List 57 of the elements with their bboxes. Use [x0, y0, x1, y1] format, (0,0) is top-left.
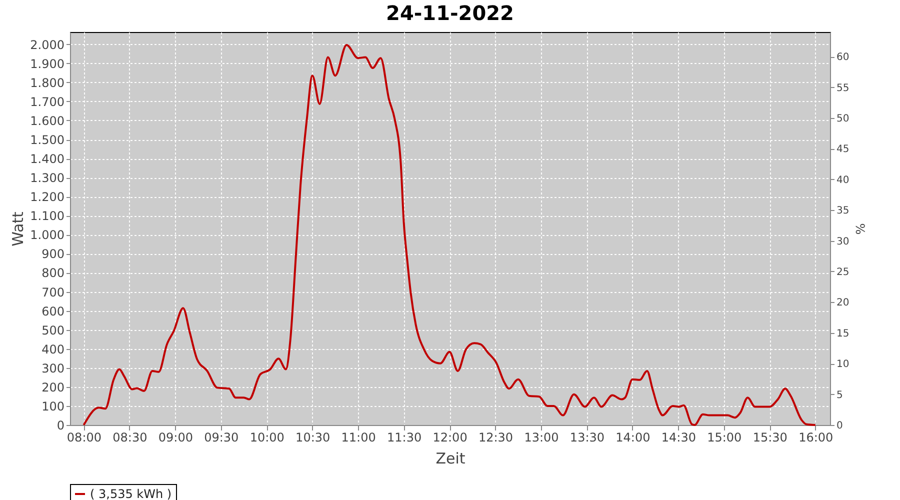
- y2-tick-label: 50: [836, 113, 850, 124]
- x-tick-label: 16:00: [798, 430, 834, 444]
- y-tick-label: 900: [42, 247, 64, 262]
- y-tick-label: 1.600: [30, 114, 64, 128]
- x-tick-label: 12:30: [478, 430, 514, 444]
- x-tick-label: 09:00: [158, 430, 193, 444]
- y-tick-label: 2.000: [30, 38, 64, 52]
- y2-tick-label: 0: [836, 420, 843, 432]
- x-tick-label: 10:00: [250, 430, 284, 444]
- y2-tick-label: 55: [836, 82, 850, 94]
- y-tick-label: 1.700: [30, 94, 64, 109]
- x-tick-label: 08:30: [112, 430, 148, 444]
- y-tick-label: 400: [42, 342, 64, 356]
- x-tick-label: 11:30: [387, 430, 422, 444]
- y2-tick-label: 60: [836, 52, 850, 64]
- y-tick-label: 600: [42, 304, 64, 318]
- x-tick-label: 09:30: [204, 430, 239, 444]
- x-tick-label: 15:30: [752, 430, 788, 444]
- y2-tick-label: 30: [836, 236, 850, 248]
- x-tick-label: 11:00: [341, 430, 376, 444]
- x-tick-label: 10:30: [296, 430, 330, 444]
- y-tick-label: 0: [56, 418, 64, 432]
- x-tick-label: 12:00: [432, 430, 468, 444]
- x-tick-label: 14:30: [661, 430, 696, 444]
- legend-label: ( 3,535 kWh ): [90, 487, 172, 500]
- y2-tick-label: 5: [836, 390, 843, 401]
- x-tick-label: 08:00: [66, 430, 102, 444]
- y2-axis-title: %: [853, 223, 868, 235]
- y-tick-label: 200: [42, 380, 64, 394]
- x-tick-label: 14:00: [616, 430, 650, 444]
- y-tick-label: 1.100: [30, 209, 64, 224]
- y2-tick-label: 10: [836, 359, 850, 370]
- y-tick-label: 300: [42, 361, 64, 376]
- y-tick-label: 1.000: [30, 228, 64, 242]
- line-series: [82, 44, 816, 426]
- y-tick-label: 1.400: [30, 152, 64, 166]
- y-tick-label: 1.200: [30, 190, 64, 204]
- y2-tick-label: 25: [836, 266, 850, 278]
- y-tick-label: 800: [42, 266, 64, 280]
- y2-tick-label: 15: [836, 328, 850, 340]
- chart-title: 24-11-2022: [386, 1, 514, 25]
- y-tick-label: 100: [42, 399, 64, 414]
- x-tick-label: 13:30: [570, 430, 605, 444]
- y-tick-label: 1.500: [30, 133, 64, 148]
- y-tick-label: 1.300: [30, 171, 64, 186]
- x-tick-label: 15:00: [707, 430, 742, 444]
- y2-tick-label: 45: [836, 144, 850, 156]
- y2-tick-label: 20: [836, 298, 850, 309]
- y-axis-title: Watt: [9, 211, 28, 246]
- y-tick-label: 700: [42, 285, 64, 300]
- y2-tick-label: 35: [836, 206, 850, 217]
- x-axis-title: Zeit: [436, 450, 466, 468]
- y2-tick-label: 40: [836, 174, 850, 186]
- y-tick-label: 1.900: [30, 56, 64, 71]
- x-tick-label: 13:00: [524, 430, 559, 444]
- y-tick-label: 1.800: [30, 76, 64, 90]
- y-tick-label: 500: [42, 323, 64, 338]
